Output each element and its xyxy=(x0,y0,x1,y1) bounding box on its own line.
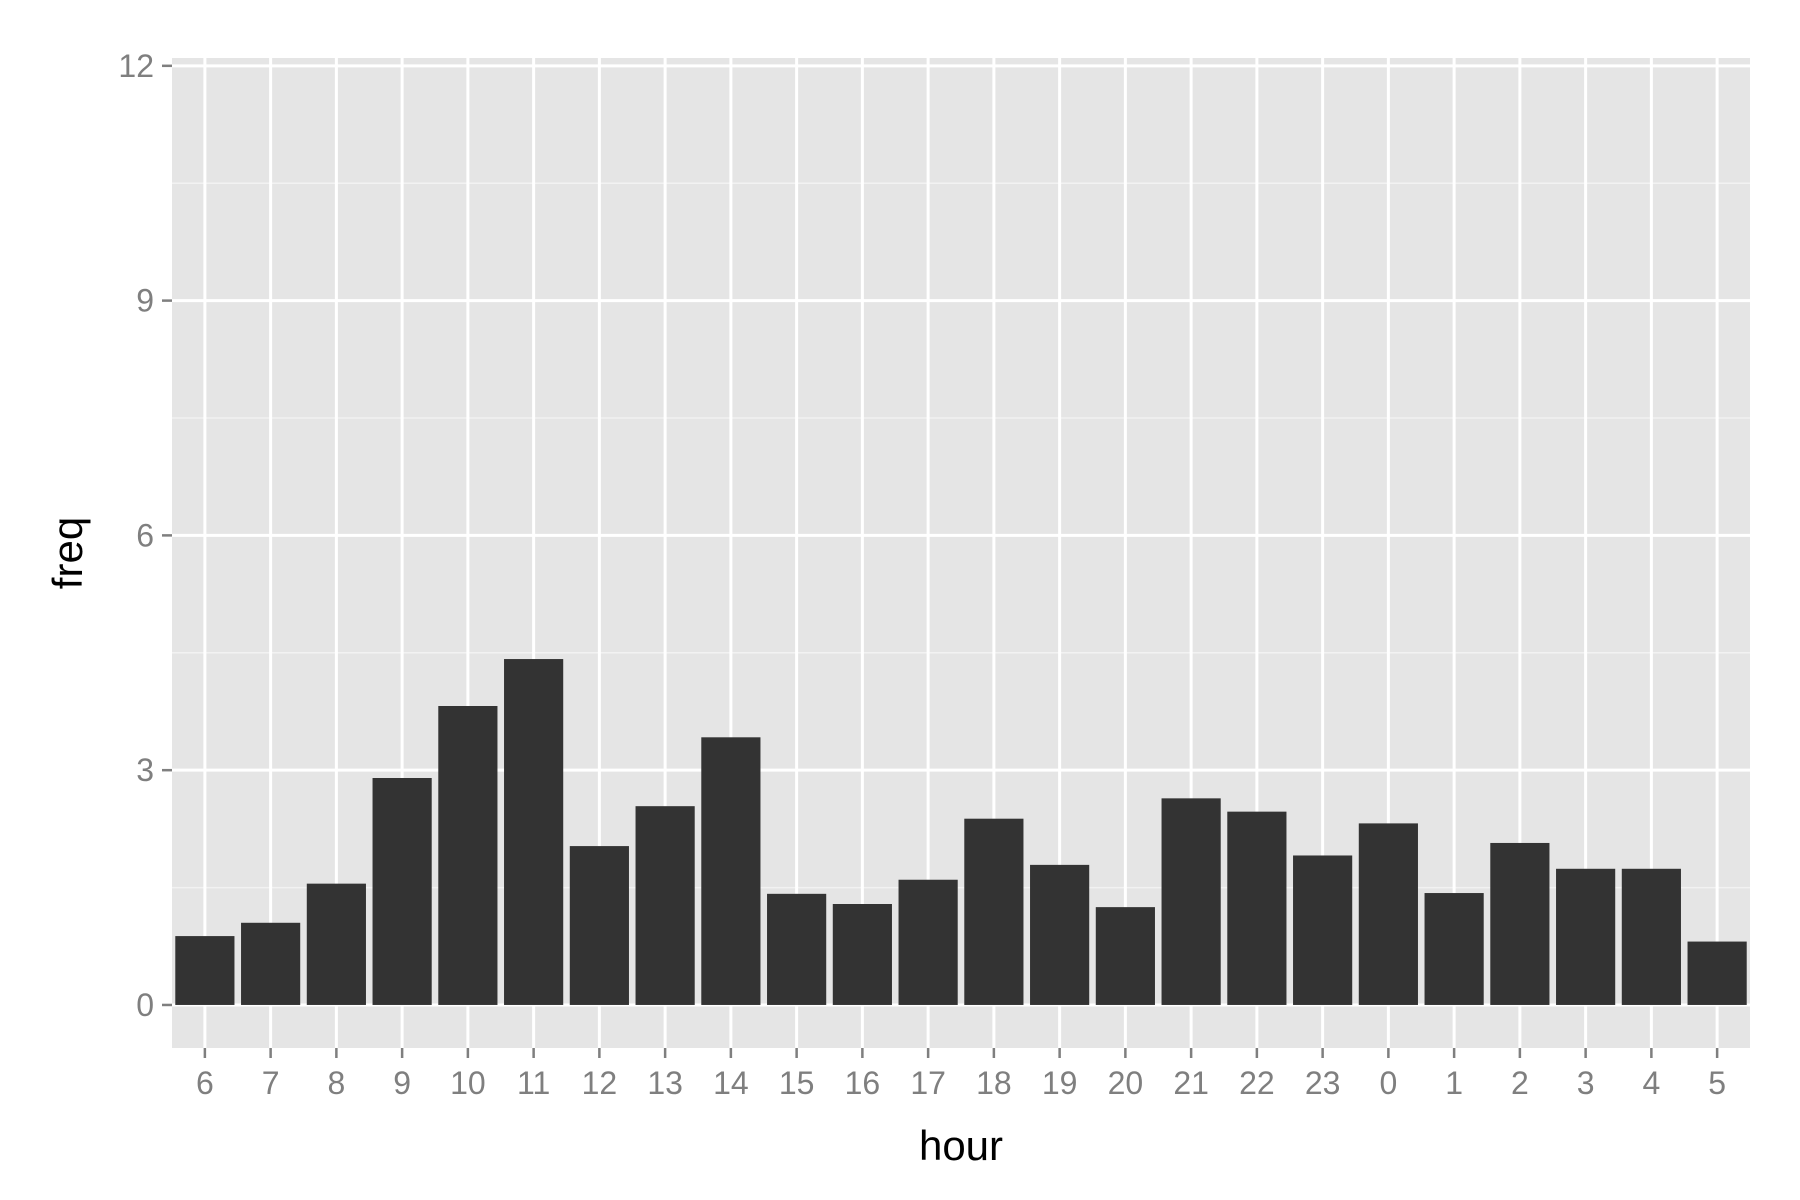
y-tick-label: 0 xyxy=(136,987,154,1023)
x-tick-label: 23 xyxy=(1305,1065,1341,1101)
bar-9 xyxy=(372,778,432,1005)
y-tick-label: 12 xyxy=(118,48,154,84)
bar-4 xyxy=(1621,868,1681,1005)
bar-22 xyxy=(1227,811,1287,1005)
x-tick-label: 18 xyxy=(976,1065,1012,1101)
bar-14 xyxy=(701,737,761,1005)
bar-11 xyxy=(504,659,564,1005)
x-tick-label: 4 xyxy=(1642,1065,1660,1101)
bar-18 xyxy=(964,818,1024,1005)
x-tick-label: 15 xyxy=(779,1065,815,1101)
bar-3 xyxy=(1556,868,1616,1005)
y-axis-title: freq xyxy=(44,517,91,589)
minor-gridlines xyxy=(172,182,1750,889)
x-tick-label: 1 xyxy=(1445,1065,1463,1101)
y-tick-label: 3 xyxy=(136,752,154,788)
x-tick-label: 20 xyxy=(1108,1065,1144,1101)
x-tick-label: 12 xyxy=(582,1065,618,1101)
x-tick-label: 2 xyxy=(1511,1065,1529,1101)
bar-20 xyxy=(1095,907,1155,1005)
bar-10 xyxy=(438,706,498,1005)
bar-15 xyxy=(767,893,827,1005)
x-tick-label: 7 xyxy=(262,1065,280,1101)
bar-7 xyxy=(241,922,301,1005)
bar-12 xyxy=(569,846,629,1005)
x-tick-label: 9 xyxy=(393,1065,411,1101)
x-tick-label: 6 xyxy=(196,1065,214,1101)
bar-0 xyxy=(1358,823,1418,1005)
x-tick-label: 5 xyxy=(1708,1065,1726,1101)
x-tick-label: 17 xyxy=(910,1065,946,1101)
x-tick-label: 13 xyxy=(647,1065,683,1101)
bar-5 xyxy=(1687,941,1747,1005)
bar-17 xyxy=(898,879,958,1005)
y-tick-label: 9 xyxy=(136,283,154,319)
x-tick-label: 10 xyxy=(450,1065,486,1101)
x-tick-label: 21 xyxy=(1173,1065,1209,1101)
bar-1 xyxy=(1424,893,1484,1005)
x-axis-title: hour xyxy=(919,1122,1003,1169)
x-tick-label: 19 xyxy=(1042,1065,1078,1101)
bars xyxy=(175,659,1747,1005)
x-tick-label: 8 xyxy=(327,1065,345,1101)
bar-23 xyxy=(1293,855,1353,1005)
y-tick-label: 6 xyxy=(136,517,154,553)
bar-16 xyxy=(832,904,892,1005)
x-tick-label: 0 xyxy=(1379,1065,1397,1101)
x-axis: 6 7 8 9 10 11 12 13 14 15 16 17 18 19 20 21 22 23 0 1 2 3 4 5 xyxy=(196,1048,1726,1101)
x-tick-label: 22 xyxy=(1239,1065,1275,1101)
x-tick-label: 11 xyxy=(517,1065,550,1101)
bar-6 xyxy=(175,936,235,1005)
bar-19 xyxy=(1030,864,1090,1005)
x-tick-label: 16 xyxy=(845,1065,881,1101)
x-tick-label: 14 xyxy=(713,1065,749,1101)
bar-8 xyxy=(306,883,366,1005)
x-tick-label: 3 xyxy=(1577,1065,1595,1101)
y-axis: 0 3 6 9 12 xyxy=(118,48,172,1023)
bar-2 xyxy=(1490,842,1550,1005)
bar-13 xyxy=(635,806,695,1005)
plot-panel xyxy=(172,58,1750,1048)
bar-21 xyxy=(1161,798,1221,1005)
